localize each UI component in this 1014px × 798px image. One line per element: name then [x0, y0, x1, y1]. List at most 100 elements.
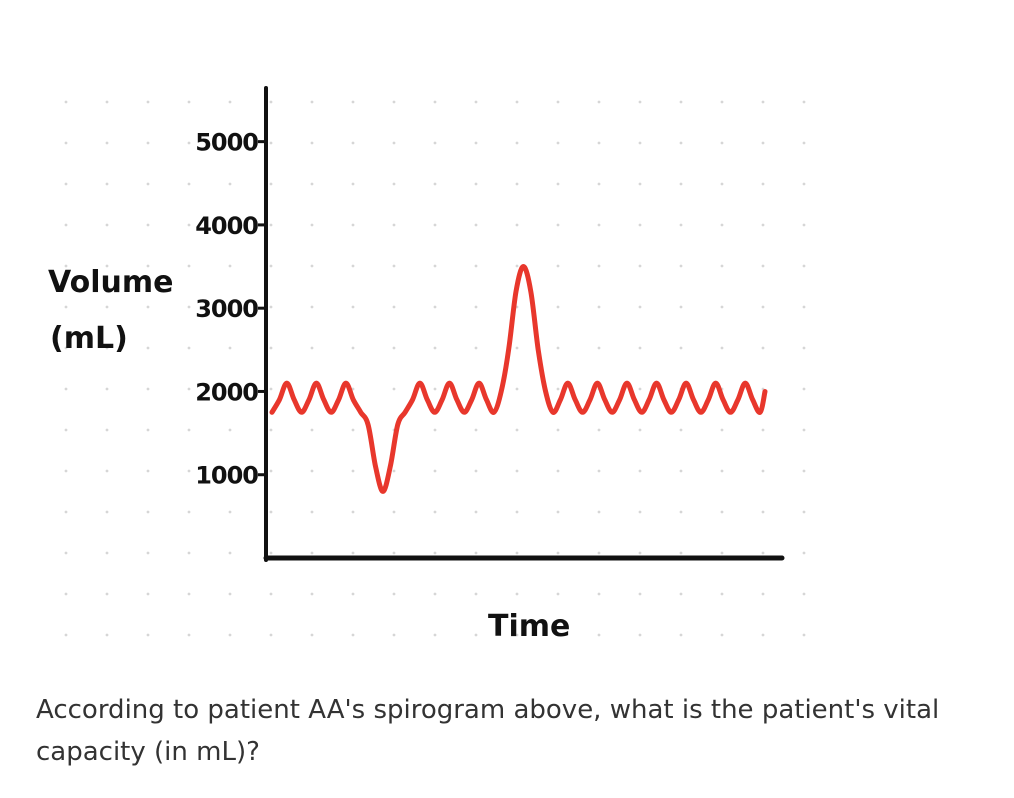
- grid-dot: [187, 592, 191, 596]
- grid-dot: [597, 346, 601, 350]
- grid-dot: [638, 305, 642, 309]
- grid-dot: [679, 592, 683, 596]
- grid-dot: [515, 551, 519, 555]
- grid-dot: [679, 551, 683, 555]
- grid-dot: [802, 182, 806, 186]
- grid-dot: [392, 592, 396, 596]
- grid-dot: [105, 551, 109, 555]
- grid-dot: [228, 100, 232, 104]
- grid-dot: [310, 182, 314, 186]
- grid-dot: [597, 305, 601, 309]
- grid-dot: [64, 223, 68, 227]
- grid-dot: [269, 551, 273, 555]
- grid-dot: [433, 346, 437, 350]
- grid-dot: [720, 551, 724, 555]
- grid-dot: [433, 305, 437, 309]
- grid-dot: [556, 633, 560, 637]
- grid-dot: [310, 469, 314, 473]
- grid-dot: [761, 633, 765, 637]
- grid-dot: [802, 141, 806, 145]
- grid-dot: [638, 510, 642, 514]
- grid-dot: [474, 182, 478, 186]
- grid-dot: [105, 592, 109, 596]
- grid-dot: [720, 592, 724, 596]
- grid-dot: [761, 510, 765, 514]
- grid-dot: [146, 428, 150, 432]
- y-tick-label: 4000: [195, 212, 258, 240]
- grid-dot: [597, 633, 601, 637]
- grid-dot: [146, 592, 150, 596]
- grid-dot: [474, 510, 478, 514]
- grid-dot: [187, 510, 191, 514]
- grid-dot: [720, 182, 724, 186]
- grid-dot: [228, 469, 232, 473]
- grid-dot: [679, 141, 683, 145]
- grid-dot: [187, 469, 191, 473]
- grid-dot: [228, 510, 232, 514]
- grid-dot: [392, 510, 396, 514]
- grid-dot: [474, 633, 478, 637]
- grid-dot: [720, 469, 724, 473]
- grid-dot: [638, 141, 642, 145]
- grid-dot: [433, 387, 437, 391]
- grid-dot: [802, 510, 806, 514]
- grid-dot: [228, 305, 232, 309]
- grid-dot: [187, 223, 191, 227]
- grid-dot: [720, 223, 724, 227]
- grid-dot: [433, 141, 437, 145]
- grid-dot: [720, 264, 724, 268]
- grid-dot: [720, 510, 724, 514]
- grid-dot: [679, 100, 683, 104]
- grid-dot: [433, 592, 437, 596]
- grid-dot: [556, 100, 560, 104]
- grid-dot: [228, 223, 232, 227]
- grid-dot: [351, 305, 355, 309]
- grid-dot: [64, 633, 68, 637]
- grid-dot: [597, 141, 601, 145]
- y-axis-label-line2: (mL): [50, 321, 128, 356]
- grid-dot: [433, 633, 437, 637]
- grid-dot: [638, 469, 642, 473]
- grid-dot: [310, 633, 314, 637]
- grid-dot: [802, 100, 806, 104]
- grid-dot: [228, 633, 232, 637]
- grid-dot: [638, 551, 642, 555]
- grid-dot: [269, 510, 273, 514]
- grid-dot: [310, 592, 314, 596]
- grid-dot: [105, 633, 109, 637]
- grid-dot: [187, 387, 191, 391]
- grid-dot: [187, 551, 191, 555]
- grid-dot: [351, 633, 355, 637]
- grid-dot: [556, 469, 560, 473]
- y-tick-label: 5000: [195, 129, 258, 157]
- grid-dot: [228, 264, 232, 268]
- grid-dot: [269, 346, 273, 350]
- grid-dot: [638, 346, 642, 350]
- grid-dot: [433, 100, 437, 104]
- grid-dot: [392, 223, 396, 227]
- spirogram-figure: 1000 2000 3000 4000 5000 Volume (mL) Time: [48, 86, 806, 644]
- grid-dot: [802, 551, 806, 555]
- grid-dot: [351, 469, 355, 473]
- grid-dot: [146, 469, 150, 473]
- grid-dot: [638, 633, 642, 637]
- grid-dot: [761, 182, 765, 186]
- grid-dot: [474, 551, 478, 555]
- grid-dot: [228, 346, 232, 350]
- grid-dot: [679, 633, 683, 637]
- grid-dot: [105, 428, 109, 432]
- grid-dot: [761, 551, 765, 555]
- grid-dot: [351, 264, 355, 268]
- grid-dot: [597, 100, 601, 104]
- grid-dot: [474, 469, 478, 473]
- grid-dot: [64, 551, 68, 555]
- grid-dot: [310, 264, 314, 268]
- grid-dot: [187, 141, 191, 145]
- grid-dot: [64, 469, 68, 473]
- grid-dot: [351, 592, 355, 596]
- grid-dot: [679, 264, 683, 268]
- grid-dot: [433, 510, 437, 514]
- grid-dot: [105, 510, 109, 514]
- grid-dot: [351, 510, 355, 514]
- grid-dot: [515, 428, 519, 432]
